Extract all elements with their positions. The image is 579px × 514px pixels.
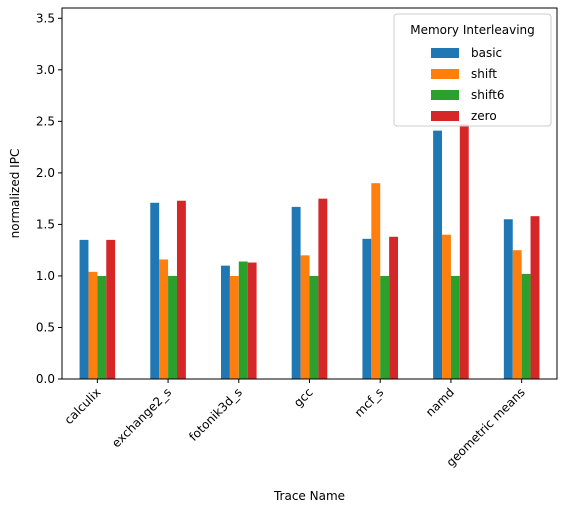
y-tick-label: 1.5 <box>36 217 55 231</box>
bar-shift6-exchange2_s <box>168 275 177 379</box>
bar-shift-geometric-means <box>512 250 522 379</box>
legend-label-basic: basic <box>471 46 502 60</box>
bar-zero-geometric-means <box>530 216 540 379</box>
bar-basic-namd <box>433 130 443 379</box>
x-tick-label: mcf_s <box>352 385 386 419</box>
legend-title: Memory Interleaving <box>410 23 535 37</box>
bar-shift6-gcc <box>309 275 319 379</box>
bar-shift-exchange2_s <box>159 259 169 379</box>
x-axis-label: Trace Name <box>273 489 345 503</box>
legend-swatch-zero <box>431 111 459 121</box>
x-tick-label: calculix <box>62 385 104 427</box>
bar-shift6-geometric-means <box>521 273 531 379</box>
bar-group <box>79 124 540 379</box>
bar-basic-gcc <box>291 206 301 379</box>
bar-zero-fotonik3d_s <box>247 262 257 379</box>
legend-label-shift6: shift6 <box>471 88 505 102</box>
bar-zero-namd <box>459 124 469 379</box>
y-tick-label: 3.0 <box>36 63 55 77</box>
bar-shift-calculix <box>88 271 98 379</box>
legend-swatch-shift6 <box>431 90 459 100</box>
legend-swatch-basic <box>431 48 459 58</box>
x-axis: calculix exchange2_s fotonik3d_s gcc mcf_s na… <box>62 379 528 469</box>
y-tick-label: 1.0 <box>36 269 55 283</box>
bar-basic-geometric-means <box>503 219 513 379</box>
y-tick-label: 2.0 <box>36 166 55 180</box>
x-tick-label: geometric means <box>444 385 528 469</box>
bar-shift6-fotonik3d_s <box>238 261 248 379</box>
bar-zero-exchange2_s <box>176 200 186 379</box>
bar-basic-exchange2_s <box>150 202 160 379</box>
plot-frame <box>61 7 558 380</box>
legend-label-zero: zero <box>471 109 497 123</box>
x-tick-label: namd <box>423 385 457 419</box>
bar-shift6-mcf_s <box>380 275 390 379</box>
x-tick-label: gcc <box>291 385 316 410</box>
legend-label-shift: shift <box>471 67 497 81</box>
bar-zero-mcf_s <box>389 236 399 379</box>
x-tick-label: fotonik3d_s <box>186 385 245 444</box>
bar-basic-calculix <box>79 239 89 379</box>
bar-basic-mcf_s <box>362 238 372 379</box>
y-tick-label: 3.5 <box>36 11 55 25</box>
y-tick-label: 0.5 <box>36 320 55 334</box>
legend-swatch-shift <box>431 69 459 79</box>
bar-shift6-namd <box>450 275 460 379</box>
bar-shift-fotonik3d_s <box>229 275 239 379</box>
bar-zero-gcc <box>318 198 328 379</box>
bar-shift-mcf_s <box>371 183 381 379</box>
legend: Memory Interleaving basic shift shift6 zero <box>393 13 552 127</box>
bar-zero-calculix <box>106 239 116 379</box>
y-axis-label: normalized IPC <box>8 149 22 239</box>
bar-shift-gcc <box>300 255 310 379</box>
bar-basic-fotonik3d_s <box>220 265 230 379</box>
x-tick-label: exchange2_s <box>109 385 174 450</box>
bar-shift6-calculix <box>97 275 107 379</box>
y-axis: 0.0 0.5 1.0 1.5 2.0 2.5 3.0 3.5 <box>36 11 62 386</box>
y-tick-label: 0.0 <box>36 372 55 386</box>
bar-shift-namd <box>442 234 451 379</box>
y-tick-label: 2.5 <box>36 114 55 128</box>
